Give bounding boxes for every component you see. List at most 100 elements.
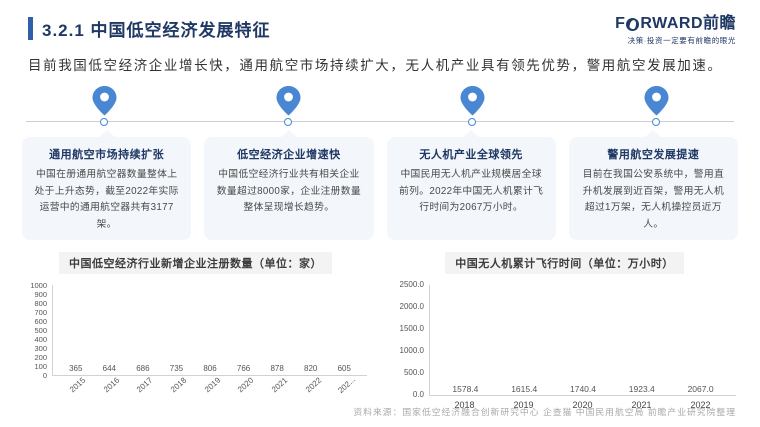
- timeline-rail: [26, 120, 734, 122]
- bars: 1578.4 1615.4 1740.4 1923.4 2067.0: [430, 285, 736, 395]
- feature-title: 警用航空发展提速: [607, 148, 700, 161]
- bar-value-label: 878: [270, 364, 284, 374]
- bar-value-label: 1615.4: [511, 383, 538, 394]
- location-pin-icon: [92, 85, 116, 116]
- forward-logo-text: F RWARD前瞻: [615, 16, 736, 32]
- chart-title: 中国无人机累计飞行时间（单位：万小时）: [445, 252, 684, 275]
- y-tick-label: 2500.0: [399, 280, 424, 290]
- chart-title: 中国低空经济行业新增企业注册数量（单位：家）: [59, 252, 332, 275]
- x-tick-label: 202...: [336, 375, 358, 396]
- bar-value-label: 365: [69, 364, 83, 374]
- feature-body: 目前在我国公安系统中，警用直升机发展到近百架，警用无人机超过1万架，无人机操控员…: [582, 168, 725, 230]
- y-axis: 0.0 500.0 1000.0 1500.0 2000.0 2500.0: [393, 281, 429, 399]
- bar-slot: 1615.4: [495, 385, 554, 396]
- y-tick-label: 400: [34, 334, 47, 344]
- title-accent-bar: [28, 17, 33, 40]
- location-pin-icon: [276, 85, 300, 116]
- x-tick: 2016: [92, 376, 126, 402]
- bar-value-label: 820: [304, 364, 318, 374]
- feature-box-drone-industry: 无人机产业全球领先 中国民用无人机产业规模居全球前列。2022年中国无人机累计飞…: [386, 136, 556, 241]
- y-tick-label: 300: [34, 343, 47, 353]
- bar-value-label: 605: [337, 364, 351, 374]
- y-tick-label: 1000: [30, 280, 47, 290]
- source-note: 资料来源：国家低空经济融合创新研究中心 企查猫 中国民用航空局 前瞻产业研究院整…: [353, 407, 736, 417]
- chart-new-company-registrations: 中国低空经济行业新增企业注册数量（单位：家） 0 100 200 300 400 500 6…: [24, 252, 367, 410]
- y-tick-label: 500: [34, 325, 47, 335]
- y-tick-label: 1500.0: [399, 324, 424, 334]
- feature-box-company-growth: 低空经济企业增速快 中国低空经济行业共有相关企业数量超过8000家，企业注册数量…: [204, 136, 374, 241]
- y-axis: 0 100 200 300 400 500 600 700 800 900 1000: [24, 280, 52, 379]
- feature-box-general-aviation: 通用航空市场持续扩张 中国在册通用航空器数量整体上处于上升态势，截至2022年实…: [22, 136, 192, 241]
- chart-drone-flight-hours: 中国无人机累计飞行时间（单位：万小时） 0.0 500.0 1000.0 1500.0…: [393, 252, 736, 410]
- plot-column: 365 644 686 735 806 766 878 820 605 2015 2016 2017…: [52, 285, 367, 402]
- x-tick: 2022: [671, 396, 730, 410]
- forward-o-icon: [626, 17, 640, 31]
- pin-col-3: [380, 82, 564, 128]
- y-tick-label: 900: [34, 289, 47, 299]
- plot-area: 1578.4 1615.4 1740.4 1923.4 2067.0: [429, 285, 736, 397]
- x-tick: 2019: [193, 376, 227, 402]
- chart-title-wrap: 中国无人机累计飞行时间（单位：万小时）: [393, 252, 736, 275]
- x-tick-label: 2020: [572, 400, 593, 411]
- y-tick-label: 2000.0: [399, 302, 424, 312]
- x-tick: 2022: [294, 376, 328, 402]
- forward-logo: F RWARD前瞻 决策·投资一定要有前瞻的眼光: [615, 16, 736, 46]
- charts-row: 中国低空经济行业新增企业注册数量（单位：家） 0 100 200 300 400 500 6…: [24, 252, 736, 410]
- bar-value-label: 806: [203, 364, 217, 374]
- x-tick-label: 2021: [631, 400, 652, 411]
- y-tick-label: 1000.0: [399, 346, 424, 356]
- intro-text: 目前我国低空经济企业增长快，通用航空市场持续扩大，无人机产业具有领先优势，警用航…: [28, 58, 723, 73]
- feature-body: 中国低空经济行业共有相关企业数量超过8000家，企业注册数量整体呈现增长趋势。: [216, 168, 361, 214]
- feature-box-police-aviation: 警用航空发展提速 目前在我国公安系统中，警用直升机发展到近百架，警用无人机超过1…: [568, 136, 738, 241]
- bar-slot: 820: [294, 365, 328, 375]
- y-tick-label: 200: [34, 352, 47, 362]
- y-tick-label: 100: [34, 361, 47, 371]
- bar-value-label: 686: [136, 364, 150, 374]
- feature-body: 中国民用无人机产业规模居全球前列。2022年中国无人机累计飞行时间为2067万小…: [399, 168, 544, 214]
- x-tick: 2017: [125, 376, 159, 402]
- location-pin-icon: [460, 85, 484, 116]
- bar-value-label: 1923.4: [628, 383, 655, 394]
- pin-col-2: [196, 82, 380, 128]
- y-tick-label: 800: [34, 298, 47, 308]
- x-tick: 2015: [58, 376, 92, 402]
- bar-slot: 806: [193, 365, 227, 375]
- y-tick-label: 600: [34, 316, 47, 326]
- chart-title-wrap: 中国低空经济行业新增企业注册数量（单位：家）: [24, 252, 367, 275]
- x-tick: 202...: [327, 375, 361, 402]
- x-axis-labels: 2015 2016 2017 2018 2019 2020 2021 2022 202...: [52, 375, 367, 402]
- y-tick-label: 700: [34, 307, 47, 317]
- y-tick-label: 0.0: [412, 390, 424, 400]
- x-tick-label: 2019: [513, 400, 534, 411]
- bar-slot: 2067.0: [671, 385, 730, 396]
- pin-ring-icon: [100, 117, 108, 126]
- bar-value-label: 2067.0: [687, 383, 714, 394]
- bar-slot: 1740.4: [554, 385, 613, 396]
- feature-title: 低空经济企业增速快: [237, 148, 341, 161]
- chart-body: 0 100 200 300 400 500 600 700 800 900 1000 365 644 6…: [24, 280, 367, 402]
- x-tick-label: 2018: [454, 400, 475, 411]
- bar-value-label: 735: [169, 364, 184, 374]
- feature-boxes: 通用航空市场持续扩张 中国在册通用航空器数量整体上处于上升态势，截至2022年实…: [22, 136, 738, 241]
- bar-slot: 878: [260, 365, 294, 375]
- bar-slot: 644: [93, 365, 127, 375]
- title-wrap: 3.2.1 中国低空经济发展特征: [28, 16, 271, 41]
- feature-title: 无人机产业全球领先: [419, 148, 523, 161]
- logo-tagline: 决策·投资一定要有前瞻的眼光: [627, 36, 736, 45]
- pin-timeline: [12, 82, 748, 128]
- x-tick: 2021: [260, 376, 294, 402]
- bars: 365 644 686 735 806 766 878 820 605: [53, 285, 367, 375]
- x-tick: 2019: [494, 396, 553, 410]
- x-tick: 2020: [553, 396, 612, 410]
- chart-body: 0.0 500.0 1000.0 1500.0 2000.0 2500.0 1578.4 1…: [393, 281, 736, 410]
- pin-col-1: [12, 82, 196, 128]
- pin-ring-icon: [284, 117, 292, 126]
- bar-slot: 1578.4: [436, 385, 495, 396]
- y-tick-label: 0: [42, 370, 47, 380]
- x-axis-labels: 2018 2019 2020 2021 2022: [429, 396, 736, 410]
- x-tick: 2021: [612, 396, 671, 410]
- plot-area: 365 644 686 735 806 766 878 820 605: [52, 285, 367, 377]
- plot-column: 1578.4 1615.4 1740.4 1923.4 2067.0 2018 2019 2…: [429, 285, 736, 410]
- bar-value-label: 1740.4: [569, 383, 596, 394]
